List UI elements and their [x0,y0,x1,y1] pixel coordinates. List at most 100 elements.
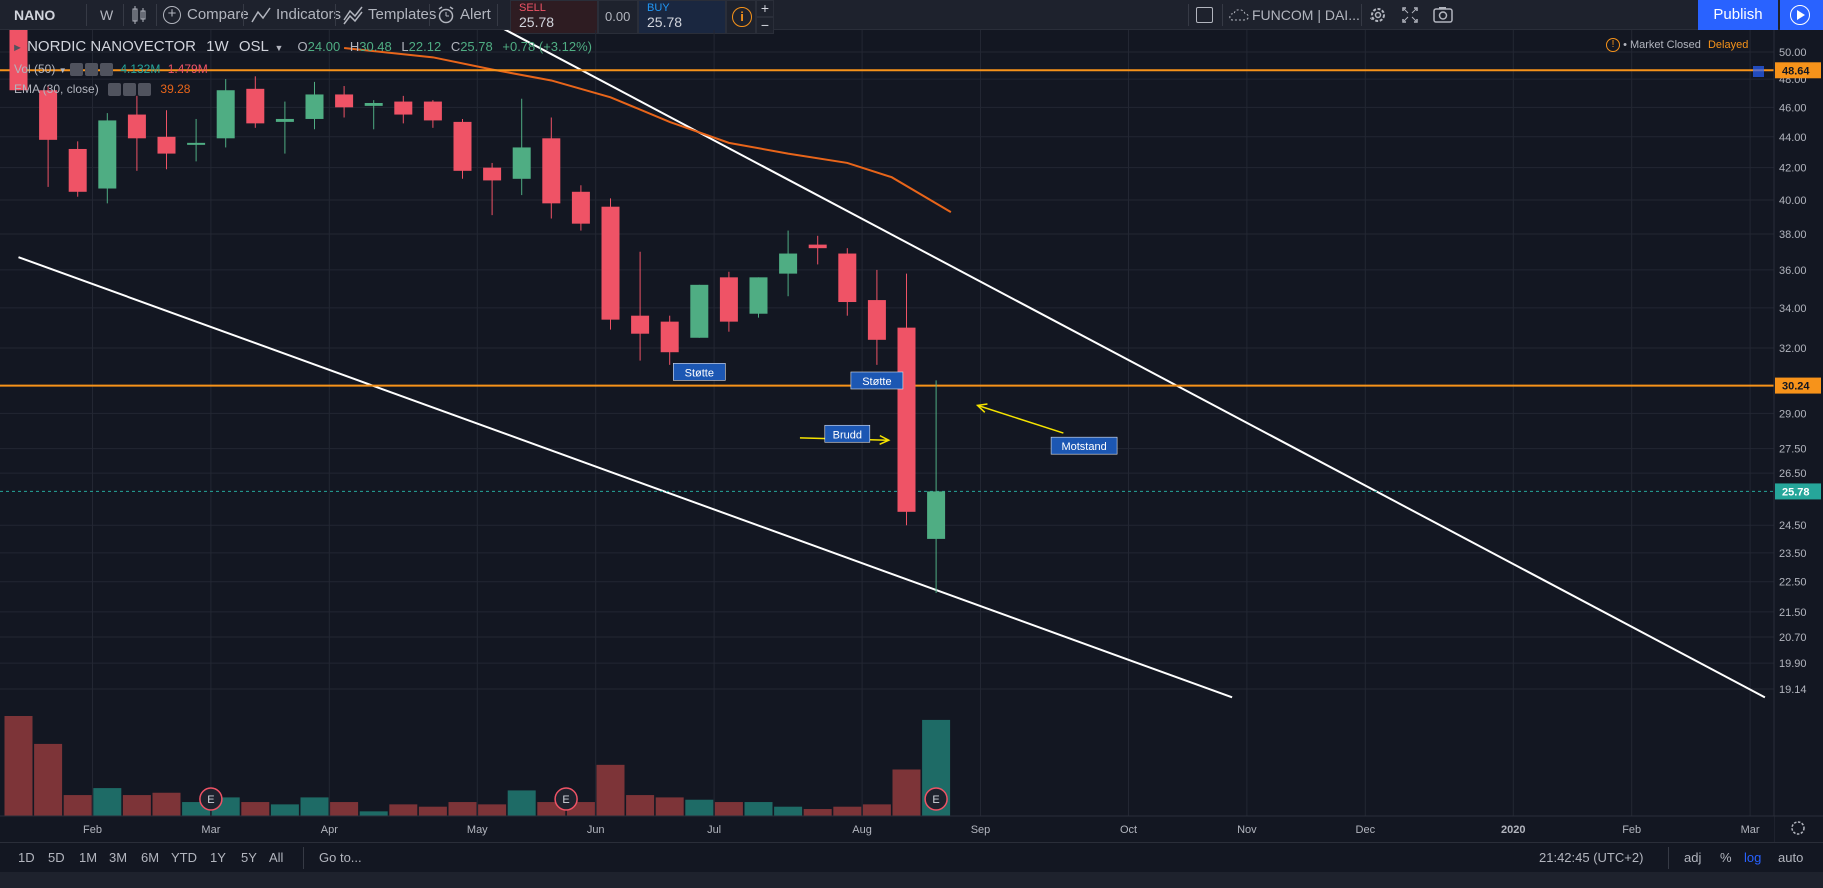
indicators-icon [251,7,271,23]
adjust-toggle[interactable]: adj [1684,850,1702,865]
annotation-label[interactable]: Støtte [862,376,891,388]
candle-type-icon[interactable] [130,0,150,30]
range-button-all[interactable]: All [269,850,284,865]
alarm-clock-icon [438,6,454,24]
layout-name-button[interactable]: FUNCOM | DAI... ⌄ [1228,0,1376,30]
x-tick-label: Oct [1120,824,1137,836]
interval-button[interactable]: W [100,7,114,23]
candle-body [927,491,946,539]
arrow-line[interactable] [977,404,1064,434]
range-button-1y[interactable]: 1Y [210,850,226,865]
candle-body [453,121,472,171]
auto-toggle[interactable]: auto [1778,850,1804,865]
gear-icon[interactable] [84,63,98,77]
quantity-decrease-button[interactable]: − [756,17,774,34]
indicators-button[interactable]: Indicators [250,0,341,30]
price-tag [1775,62,1821,79]
trendline[interactable] [18,256,1233,699]
templates-button[interactable]: Templates [342,0,436,30]
close-value: 25.78 [460,39,493,54]
annotation-label[interactable]: Støtte [685,367,714,379]
price-axis[interactable] [1774,30,1823,842]
play-circle-icon [1790,5,1810,25]
annotation-label-box[interactable] [824,424,871,443]
close-icon[interactable] [138,83,152,97]
compare-button[interactable]: + Compare [163,0,249,30]
replay-button[interactable] [1780,0,1823,30]
annotation-label-box[interactable] [1050,436,1118,455]
volume-bar [34,743,63,816]
volume-legend: Vol (50) ▼ 4.132M 1.479M [14,62,208,77]
divider [243,4,244,26]
annotation-label[interactable]: Brudd [833,429,862,441]
alert-button[interactable]: Alert [436,0,491,30]
candle-body [897,327,916,512]
volume-bar [774,806,803,816]
fullscreen-button[interactable] [1400,0,1420,30]
time-axis[interactable] [0,816,1774,842]
snapshot-button[interactable] [1432,0,1454,30]
volume-bar [93,788,122,816]
trendline[interactable] [473,12,1766,699]
earnings-marker[interactable] [924,787,948,811]
divider [123,4,124,26]
templates-icon [343,6,363,25]
range-button-5y[interactable]: 5Y [241,850,257,865]
ema-label: EMA (30, close) [14,82,99,96]
symbol-search[interactable]: NANO [14,7,56,23]
candle-body [98,120,117,189]
legend-exchange: OSL [238,38,269,55]
range-button-1d[interactable]: 1D [18,850,35,865]
settings-button[interactable] [1368,0,1388,30]
close-icon[interactable] [99,63,113,77]
quantity-increase-button[interactable]: + [756,0,774,17]
gear-icon[interactable] [1791,821,1805,835]
annotation-label[interactable]: Motstand [1061,441,1106,453]
x-tick-label: May [467,824,488,836]
range-button-3m[interactable]: 3M [109,850,128,865]
plus-icon: + [760,0,770,16]
gear-icon[interactable] [123,83,137,97]
square-icon [1196,7,1213,23]
y-tick-label: 32.00 [1779,343,1807,355]
legend-arrow-icon: ► [12,42,23,54]
goto-button[interactable]: Go to... [319,850,362,865]
info-button[interactable]: i [726,0,756,34]
earnings-marker-label: E [932,794,939,806]
candle-body [127,114,146,139]
eye-icon[interactable] [69,63,83,77]
candle-body [571,191,590,224]
range-button-ytd[interactable]: YTD [171,850,197,865]
open-value: 24.00 [307,39,341,54]
warning-circle-icon: ! [1606,38,1620,52]
eye-icon[interactable] [108,83,122,97]
y-tick-label: 46.00 [1779,102,1807,114]
annotation-label-box[interactable] [672,363,726,381]
y-tick-label: 36.00 [1779,265,1807,277]
range-button-5d[interactable]: 5D [48,850,65,865]
log-toggle[interactable]: log [1744,850,1762,865]
plus-circle-icon: + [163,6,181,25]
earnings-marker[interactable] [199,787,223,811]
scale-lock-icon[interactable] [1753,66,1764,77]
x-tick-label: Feb [1622,824,1641,836]
buy-button[interactable]: BUY 25.78 [638,0,726,34]
volume-bar [122,795,151,816]
publish-button[interactable]: Publish [1698,0,1778,30]
x-tick-label: Mar [201,824,220,836]
delayed-label: Delayed [1707,38,1749,51]
earnings-marker[interactable] [554,787,578,811]
annotation-label-box[interactable] [850,371,904,390]
low-label: L [401,39,409,54]
range-button-1m[interactable]: 1M [79,850,98,865]
sell-button[interactable]: SELL 25.78 [510,0,598,34]
candle-body [660,321,679,353]
chevron-down-icon: ▼ [58,66,67,75]
volume-bar [241,802,270,816]
chart-pane[interactable]: Støtte Støtte Brudd Motstand E E E 50.00 48.00 46… [0,12,1823,842]
percent-toggle[interactable]: % [1720,850,1732,865]
divider [156,4,157,26]
range-button-6m[interactable]: 6M [141,850,160,865]
x-tick-label: Dec [1356,824,1376,836]
